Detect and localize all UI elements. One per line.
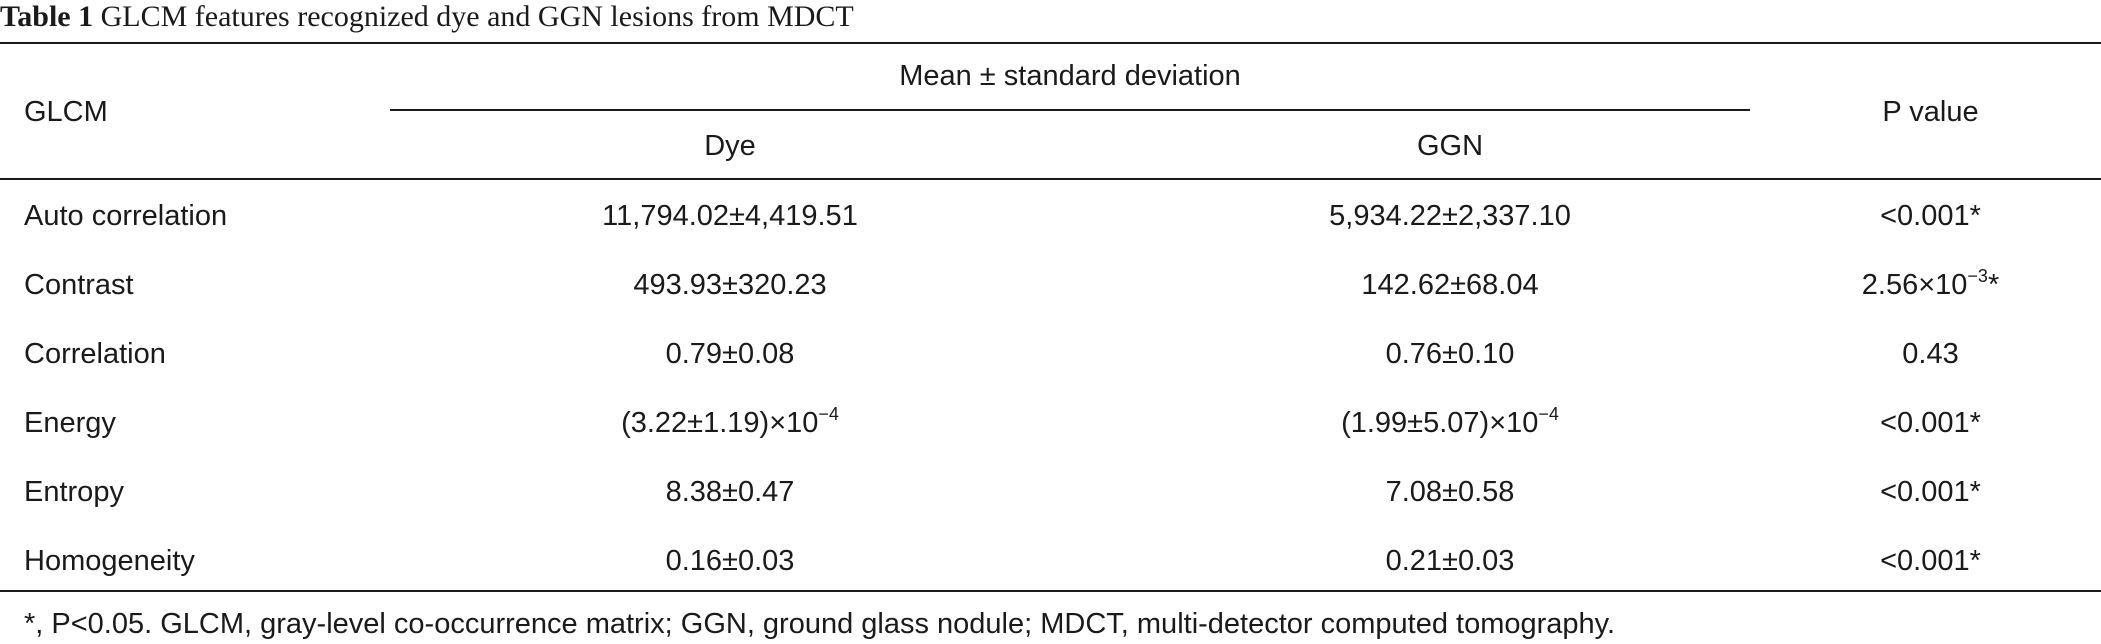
- table-cell-p-value-value: 0.43: [1902, 338, 1959, 370]
- table-row-feature: Contrast: [24, 269, 134, 301]
- header-dye: Dye: [704, 130, 756, 162]
- table-cell-ggn: (1.99±5.07)×10−4: [1110, 403, 1790, 443]
- table-cell-ggn-value: 142.62±68.04: [1361, 269, 1539, 301]
- table-cell-dye: 0.16±0.03: [390, 541, 1070, 581]
- table-cell-dye: 493.93±320.23: [390, 265, 1070, 305]
- header-ggn: GGN: [1416, 130, 1484, 162]
- table-cell-p-value-value: <0.001*: [1880, 407, 1981, 439]
- table-row-feature: Entropy: [24, 476, 124, 508]
- table-caption-title: GLCM features recognized dye and GGN les…: [100, 0, 854, 33]
- table-caption-label: Table 1: [0, 0, 94, 33]
- table-cell-p-value-value: 2.56×10: [1861, 269, 1968, 301]
- header-group-mean-sd: Mean ± standard deviation: [899, 60, 1241, 92]
- table-cell-ggn-value: 7.08±0.58: [1385, 476, 1515, 508]
- table-cell-ggn: 0.76±0.10: [1110, 334, 1790, 374]
- table-cell-p-value: <0.001*: [1760, 472, 2101, 512]
- table-bottom-rule: [0, 590, 2101, 592]
- table-cell-p-value: <0.001*: [1760, 196, 2101, 236]
- table-cell-p-value-value: <0.001*: [1880, 200, 1981, 232]
- table-cell-dye: 11,794.02±4,419.51: [390, 196, 1070, 236]
- table-cell-ggn-value: 0.21±0.03: [1385, 545, 1515, 577]
- table-cell-ggn: 5,934.22±2,337.10: [1110, 196, 1790, 236]
- table-cell-ggn-value: (1.99±5.07)×10: [1341, 407, 1539, 439]
- table-cell-ggn-exponent: −4: [1538, 404, 1559, 424]
- header-group-underline: [390, 109, 1750, 111]
- table-cell-dye-value: 0.79±0.08: [665, 338, 795, 370]
- table-row-feature: Energy: [24, 407, 116, 439]
- table-cell-p-value: <0.001*: [1760, 403, 2101, 443]
- header-p-value: P value: [1882, 96, 1979, 128]
- table-cell-ggn: 7.08±0.58: [1110, 472, 1790, 512]
- table-row-feature: Homogeneity: [24, 545, 195, 577]
- table-cell-dye-value: 493.93±320.23: [633, 269, 827, 301]
- table-cell-dye-value: 11,794.02±4,419.51: [602, 200, 858, 232]
- table-top-rule: [0, 42, 2101, 44]
- table-cell-ggn: 142.62±68.04: [1110, 265, 1790, 305]
- table-cell-dye-value: 8.38±0.47: [665, 476, 795, 508]
- table-cell-dye: 0.79±0.08: [390, 334, 1070, 374]
- table-cell-ggn-value: 0.76±0.10: [1385, 338, 1515, 370]
- table-caption: Table 1 GLCM features recognized dye and…: [0, 0, 854, 36]
- table-cell-dye: 8.38±0.47: [390, 472, 1070, 512]
- table-cell-p-value: 0.43: [1760, 334, 2101, 374]
- table-cell-p-value: 2.56×10−3*: [1760, 265, 2101, 305]
- header-bottom-rule: [0, 178, 2101, 180]
- table-cell-p-value-suffix: *: [1987, 269, 2000, 301]
- table-cell-p-value-value: <0.001*: [1880, 545, 1981, 577]
- table-cell-dye: (3.22±1.19)×10−4: [390, 403, 1070, 443]
- table-cell-p-value-value: <0.001*: [1880, 476, 1981, 508]
- table-cell-dye-value: 0.16±0.03: [665, 545, 795, 577]
- table-cell-p-value-exponent: −3: [1967, 266, 1988, 286]
- table-row-feature: Auto correlation: [24, 200, 228, 232]
- header-glcm: GLCM: [24, 96, 108, 128]
- table-cell-dye-exponent: −4: [818, 404, 839, 424]
- table-cell-ggn: 0.21±0.03: [1110, 541, 1790, 581]
- table-row-feature: Correlation: [24, 338, 166, 370]
- table-cell-p-value: <0.001*: [1760, 541, 2101, 581]
- table-cell-ggn-value: 5,934.22±2,337.10: [1329, 200, 1571, 232]
- table-cell-dye-value: (3.22±1.19)×10: [621, 407, 819, 439]
- table-footnote: *, P<0.05. GLCM, gray-level co-occurrenc…: [24, 608, 1616, 640]
